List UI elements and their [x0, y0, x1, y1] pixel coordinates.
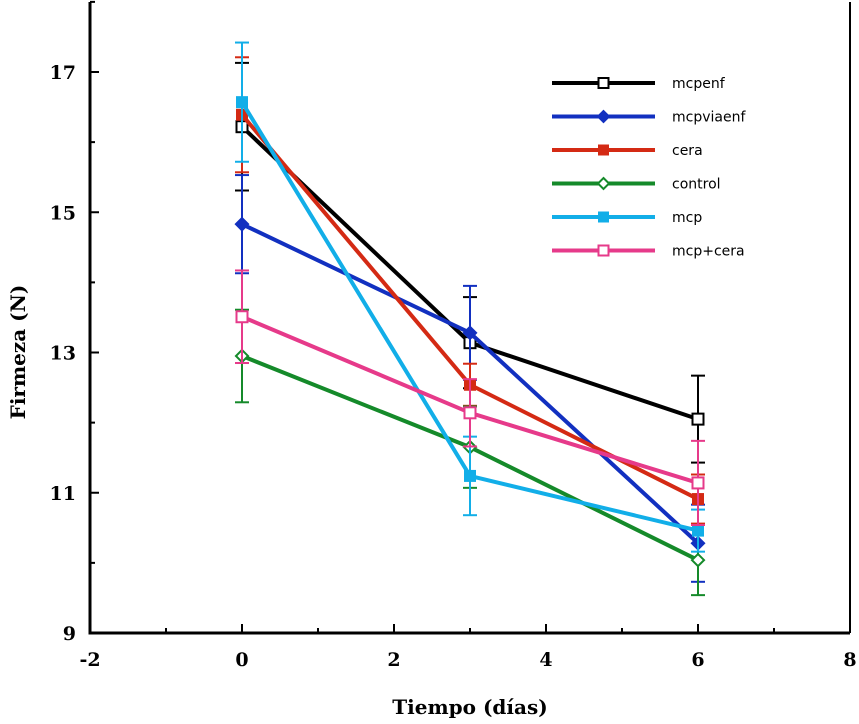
data-point — [464, 469, 476, 482]
legend-marker — [596, 109, 611, 124]
y-tick-label: 17 — [50, 62, 76, 84]
legend-label: mcp+cera — [672, 244, 745, 260]
legend-marker — [596, 176, 611, 191]
data-point — [463, 406, 477, 420]
data-point — [691, 412, 705, 426]
y-axis-title: Firmeza (N) — [6, 285, 30, 420]
legend-marker — [598, 211, 609, 223]
x-tick-label: 0 — [235, 649, 248, 671]
legend-item: mcpenf — [552, 76, 726, 92]
legend-item: control — [552, 177, 721, 193]
y-tick-label: 9 — [63, 623, 76, 645]
legend-label: mcpviaenf — [672, 110, 746, 126]
data-point — [234, 216, 250, 232]
y-tick-label: 15 — [50, 202, 76, 224]
legend-label: control — [672, 177, 721, 193]
plot-area — [234, 41, 706, 597]
legend-marker — [597, 244, 610, 257]
legend-label: cera — [672, 143, 703, 159]
legend-item: mcp+cera — [552, 244, 745, 260]
data-point — [236, 96, 248, 109]
legend: mcpenf mcpviaenf cera control mcp mcp+cera — [552, 76, 746, 260]
data-point — [690, 552, 706, 568]
x-tick-label: -2 — [79, 649, 100, 671]
y-tick-label: 11 — [50, 483, 76, 505]
x-axis-title: Tiempo (días) — [392, 695, 547, 719]
series-mcp — [235, 41, 705, 553]
axes: -2 0 2 4 6 8 9 11 13 15 17 — [50, 0, 857, 671]
x-tick-label: 6 — [691, 649, 704, 671]
legend-item: cera — [552, 143, 703, 159]
legend-marker — [598, 144, 609, 156]
series-mcp-cera — [235, 269, 705, 527]
data-point — [691, 476, 705, 490]
x-tick-label: 2 — [387, 649, 400, 671]
legend-label: mcp — [672, 210, 702, 226]
data-point — [235, 310, 249, 324]
legend-label: mcpenf — [672, 76, 726, 92]
legend-item: mcpviaenf — [552, 110, 746, 126]
y-tick-label: 13 — [50, 343, 76, 365]
legend-item: mcp — [552, 210, 702, 226]
x-tick-label: 4 — [539, 649, 552, 671]
data-point — [462, 325, 478, 341]
legend-marker — [597, 77, 610, 89]
data-point — [692, 524, 704, 537]
x-tick-label: 8 — [843, 649, 856, 671]
